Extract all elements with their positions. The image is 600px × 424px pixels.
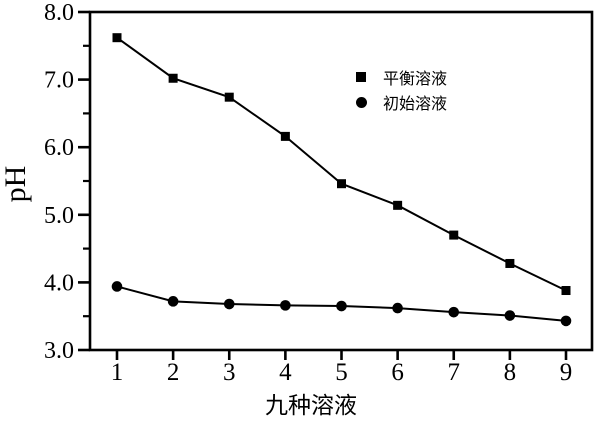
data-point-square (449, 230, 459, 240)
legend-item-equilibrium-solution: 平衡溶液 (356, 68, 448, 88)
data-point-square (393, 200, 403, 210)
x-tick-label: 1 (111, 359, 124, 386)
x-tick-label: 2 (167, 359, 180, 386)
x-axis-title: 九种溶液 (265, 393, 357, 418)
data-point-square (505, 258, 515, 268)
data-point-circle (504, 310, 516, 321)
data-point-circle (560, 315, 572, 327)
square-marker-icon (356, 72, 366, 82)
y-tick-label: 8.0 (44, 0, 74, 26)
data-point-square (280, 131, 290, 141)
circle-marker-icon (356, 96, 367, 108)
data-point-circle (280, 300, 291, 311)
legend-label-initial-solution: 初始溶液 (383, 96, 448, 113)
legend-label-equilibrium-solution: 平衡溶液 (383, 71, 448, 88)
data-point-square (337, 179, 346, 189)
data-point-circle (111, 281, 123, 292)
y-tick-label: 3.0 (44, 338, 74, 364)
data-point-square (224, 92, 234, 102)
data-point-square (168, 73, 178, 83)
x-tick-label: 4 (279, 359, 292, 386)
x-tick-label: 6 (391, 359, 404, 386)
legend: 平衡溶液 初始溶液 (356, 68, 447, 118)
y-axis-title: pH (0, 165, 32, 203)
y-tick-label: 5.0 (44, 203, 74, 229)
data-point-square (561, 286, 571, 296)
y-tick-label: 7.0 (44, 68, 74, 94)
x-tick-label: 7 (448, 359, 461, 386)
x-tick-label: 5 (335, 359, 348, 386)
y-tick-label: 4.0 (44, 270, 74, 296)
x-tick-label: 3 (223, 359, 236, 386)
data-point-circle (167, 296, 179, 307)
x-tick-label: 9 (560, 359, 573, 386)
y-tick-label: 6.0 (44, 135, 74, 161)
data-point-circle (223, 298, 235, 310)
series-line-square (116, 36, 567, 292)
data-point-circle (392, 302, 403, 314)
data-point-circle (336, 300, 347, 312)
legend-item-initial-solution: 初始溶液 (356, 93, 448, 113)
x-tick-label: 8 (504, 359, 517, 386)
data-point-circle (448, 306, 460, 318)
data-point-square (112, 33, 122, 43)
